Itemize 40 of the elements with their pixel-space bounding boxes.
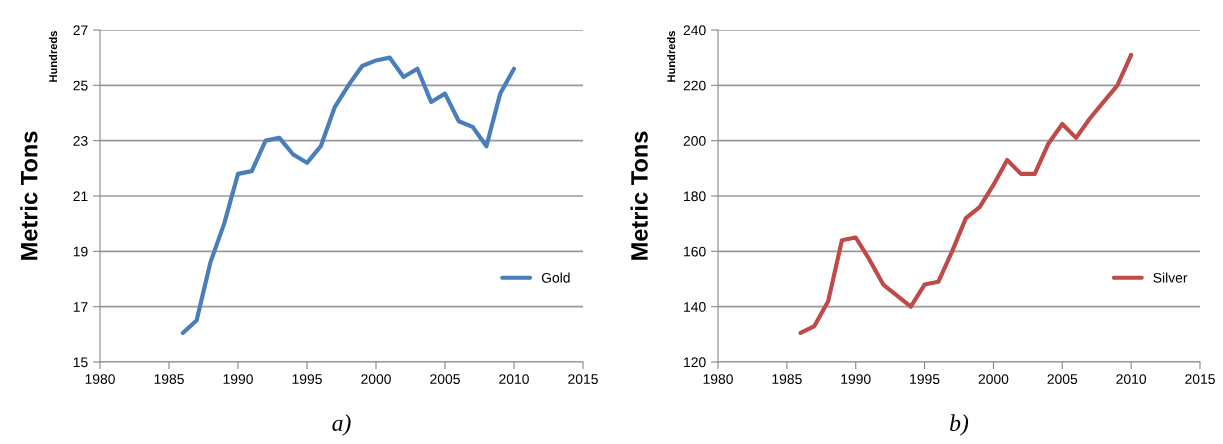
y-tick-label: 15 [73, 357, 88, 368]
y-tick-label: 200 [683, 136, 706, 146]
legend-label: Gold [541, 272, 570, 283]
y-tick-label: 17 [73, 302, 88, 312]
x-tick-label: 1990 [841, 374, 871, 385]
x-tick-label: 1985 [154, 374, 184, 385]
y-axis-title: Metric Tons [630, 131, 648, 260]
x-tick-label: 2005 [430, 374, 460, 385]
x-tick-label: 1995 [910, 374, 940, 385]
y-tick-label: 160 [684, 246, 706, 257]
y-tick-label: 120 [684, 357, 706, 368]
x-tick-label: 2000 [361, 374, 391, 385]
x-tick-label: 1980 [703, 374, 733, 385]
x-tick-label: 1990 [223, 374, 253, 385]
y-axis-title: Metric Tons [20, 131, 38, 260]
x-tick-label: 2010 [1116, 374, 1147, 385]
y-tick-label: 240 [683, 25, 706, 36]
x-tick-label: 1980 [85, 374, 115, 385]
text: a) [332, 414, 351, 436]
line-series [798, 52, 1134, 336]
line-series [180, 55, 517, 336]
y-tick-label: 23 [73, 136, 88, 146]
y-tick-label: 220 [683, 80, 706, 91]
text: Hundreds [667, 31, 676, 82]
y-tick-label: 180 [684, 191, 706, 202]
text: b) [950, 414, 969, 436]
y-tick-label: 21 [73, 191, 88, 202]
x-tick-label: 2005 [1047, 374, 1078, 385]
x-tick-label: 2015 [568, 374, 598, 385]
y-tick-label: 140 [684, 302, 706, 312]
x-tick-label: 2000 [978, 374, 1009, 385]
y-tick-label: 25 [73, 80, 88, 91]
legend-label: Silver [1153, 272, 1188, 283]
text: Hundreds [48, 31, 58, 82]
y-tick-label: 27 [73, 25, 88, 36]
x-tick-label: 2015 [1185, 374, 1215, 385]
x-tick-label: 2010 [499, 374, 529, 385]
x-tick-label: 1995 [292, 374, 322, 385]
x-tick-label: 1985 [772, 374, 802, 385]
y-tick-label: 19 [73, 246, 88, 257]
